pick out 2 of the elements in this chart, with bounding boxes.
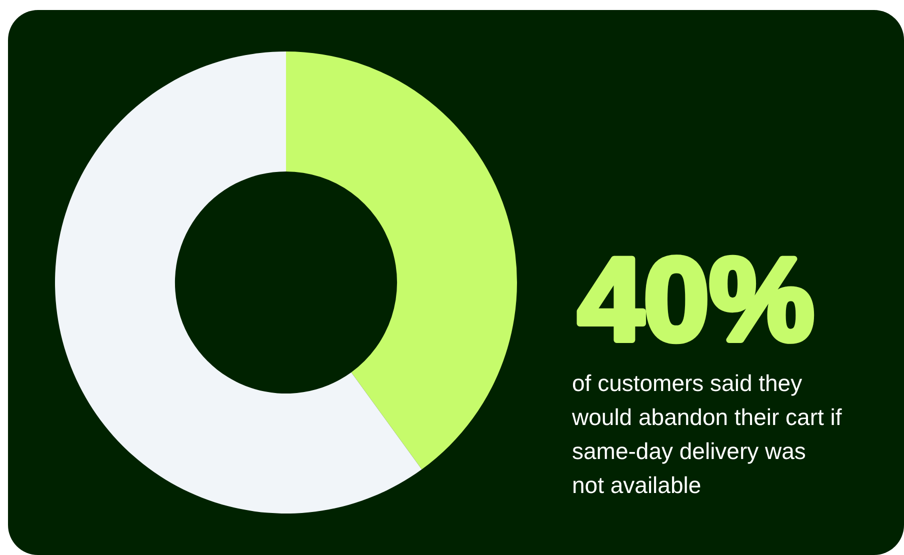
text: of customers said they would abandon their cart if same-day delivery was not available: [572, 369, 842, 500]
data-label: 40%: [578, 234, 814, 366]
